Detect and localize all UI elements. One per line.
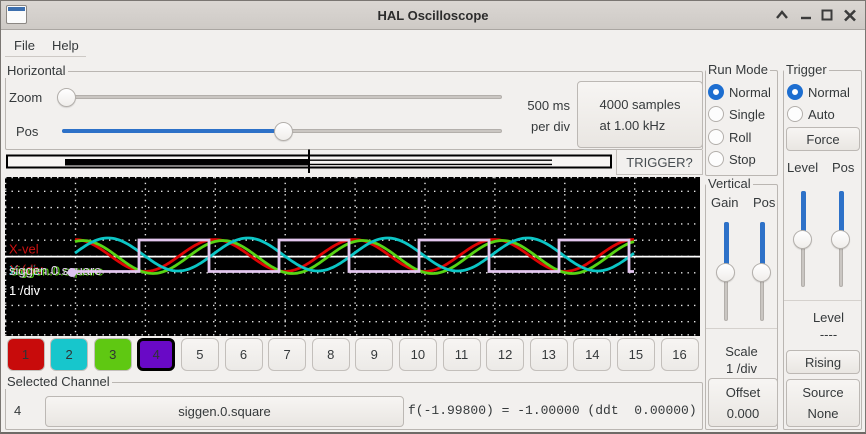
- svg-text:1 /div: 1 /div: [9, 283, 41, 298]
- svg-text:X-vel: X-vel: [9, 242, 39, 257]
- svg-text:X (div: X (div: [9, 263, 43, 278]
- svg-text:Y-(div: Y-(div: [10, 262, 43, 277]
- svg-text:siggen.0.square: siggen.0.square: [11, 264, 104, 279]
- svg-text:siggen.0.square: siggen.0.square: [9, 263, 102, 278]
